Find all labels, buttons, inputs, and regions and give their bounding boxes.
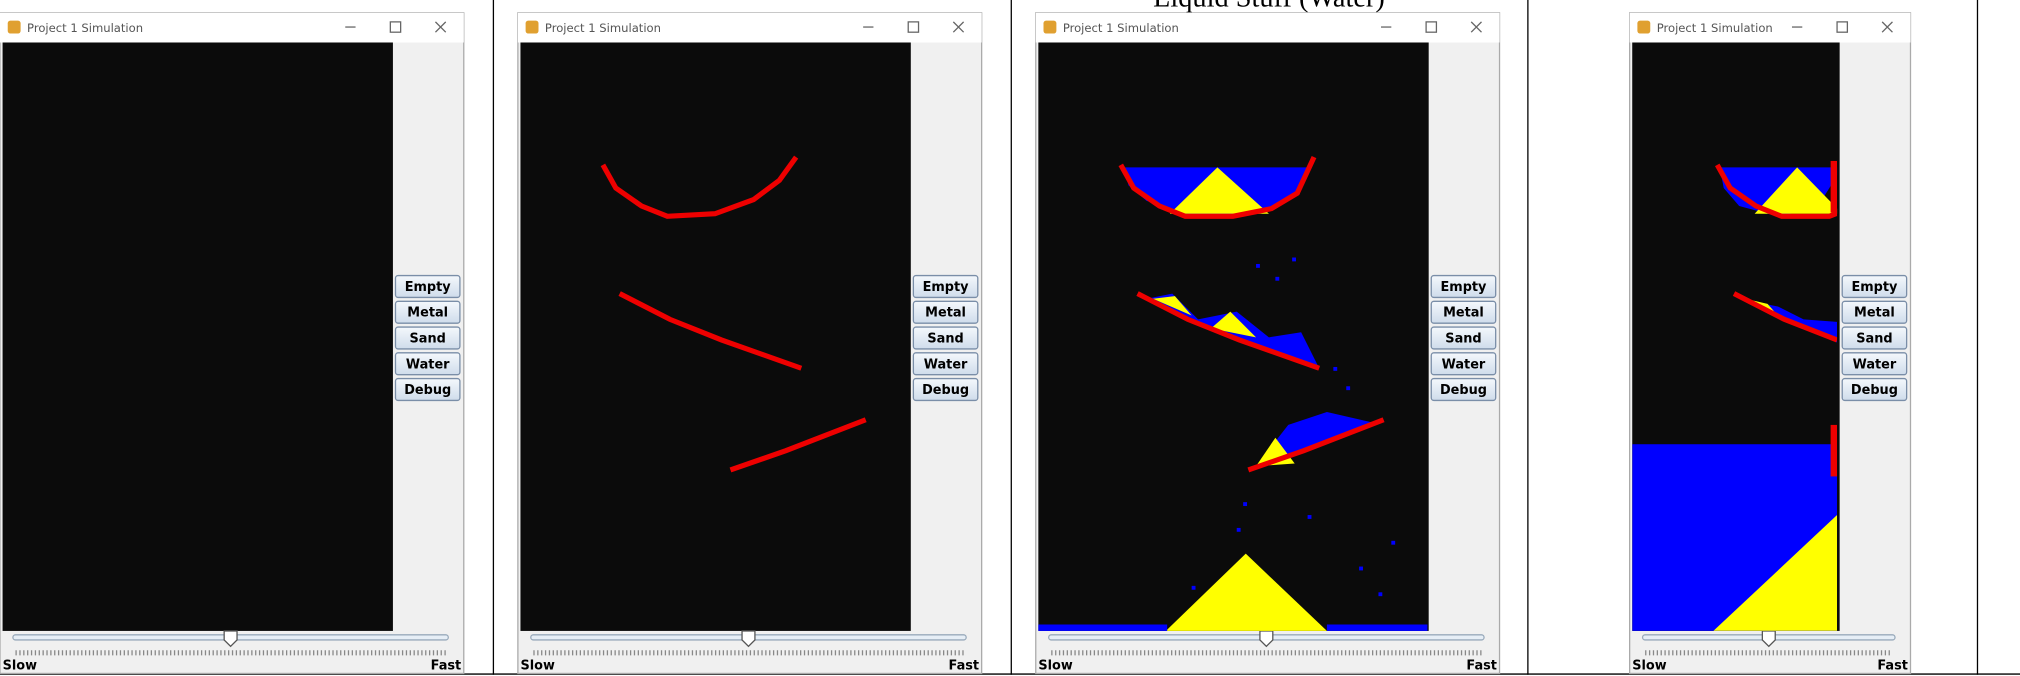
maximize-button[interactable] [1425,21,1438,33]
title-bar [0,12,464,43]
tool-button[interactable] [394,352,461,376]
slider-min-label: Slow [1632,659,1667,674]
app-icon [1043,20,1057,34]
tool-button[interactable] [1430,300,1497,324]
title-bar [517,12,982,43]
tool-button[interactable] [1841,274,1908,299]
window-title: Project 1 Simulation [1063,21,1179,35]
tool-button[interactable] [1430,377,1497,402]
window-title: Project 1 Simulation [27,21,143,35]
tool-button-label: Water [1442,357,1486,372]
slider-min-label: Slow [1038,659,1073,674]
slider-thumb[interactable] [223,630,238,648]
slider-min-label: Slow [520,659,555,674]
tool-button[interactable] [912,377,979,402]
tool-button-label: Sand [927,332,963,347]
tool-button-label: Sand [1856,332,1892,347]
tool-button[interactable] [394,274,461,299]
window-title: Project 1 Simulation [545,21,661,35]
title-bar [1035,12,1500,43]
tool-button[interactable] [912,300,979,324]
tool-button[interactable] [394,377,461,402]
tool-button[interactable] [1841,326,1908,350]
tool-button-label: Metal [407,306,448,321]
tool-button[interactable] [394,300,461,324]
app-icon [525,20,539,34]
slider-max-label: Fast [1466,659,1497,674]
tool-button[interactable] [912,274,979,299]
column-header: Liquid Stuff (Water) [1153,0,1385,13]
close-button[interactable] [1470,21,1482,33]
maximize-button[interactable] [907,21,920,33]
tool-button[interactable] [912,326,979,350]
app-icon [1637,20,1651,34]
tool-button-label: Sand [1445,332,1481,347]
slider-max-label: Fast [431,659,462,674]
drawing-panel-3 [1038,156,1428,631]
tool-button-label: Water [924,357,968,372]
tool-button[interactable] [394,326,461,350]
slider-max-label: Fast [949,659,980,674]
close-button[interactable] [952,21,965,33]
tool-button[interactable] [1841,300,1908,324]
slider-thumb[interactable] [741,630,756,648]
app-icon [7,20,21,34]
tool-button-label: Empty [923,280,970,295]
maximize-button[interactable] [389,21,402,33]
tool-button-label: Debug [404,383,451,398]
tool-button[interactable] [1841,352,1908,376]
title-bar [1629,12,1911,43]
maximize-button[interactable] [1836,21,1849,33]
tool-button-label: Water [406,357,450,372]
tool-button-label: Metal [925,306,966,321]
close-button[interactable] [1881,21,1893,33]
drawing-panel-4 [1632,160,1838,631]
tool-button-label: Sand [410,332,446,347]
app-window: Project 1 Simulation Empty Metal Sand Water D… [0,12,465,675]
slider-max-label: Fast [1877,659,1908,674]
tool-button-label: Metal [1854,306,1895,321]
tool-button-label: Debug [1851,383,1898,398]
slider-min-label: Slow [3,659,38,674]
tool-button-label: Metal [1443,306,1484,321]
tool-button[interactable] [1841,377,1908,402]
tool-button-label: Empty [1441,280,1488,295]
tool-button[interactable] [1430,274,1497,299]
close-button[interactable] [434,21,447,33]
tool-button[interactable] [1430,326,1497,350]
tool-button[interactable] [912,352,979,376]
app-window: Project 1 Simulation Empty Metal Sand Water D… [517,12,983,675]
tool-button-label: Empty [405,280,452,295]
tool-button-label: Empty [1851,280,1898,295]
tool-button-label: Debug [1440,383,1487,398]
window-title: Project 1 Simulation [1657,21,1773,35]
tool-button[interactable] [1430,352,1497,376]
tool-button-label: Water [1853,357,1897,372]
drawing-panel-2 [600,155,867,473]
tool-button-label: Debug [922,383,969,398]
simulation-canvas[interactable] [2,42,393,631]
